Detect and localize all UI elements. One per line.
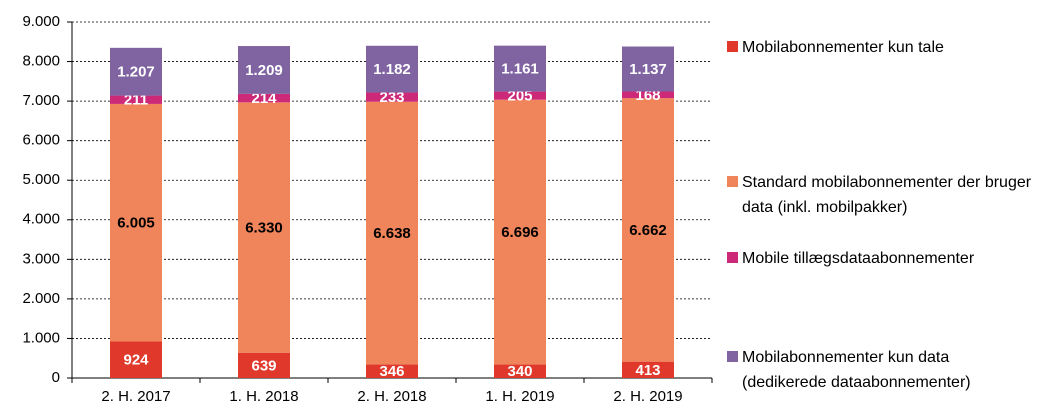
data-label: 1.207 (117, 64, 155, 81)
bar-segment (366, 92, 418, 102)
y-tick-label: 8.000 (22, 53, 60, 70)
data-label: 211 (124, 92, 148, 109)
y-tick-label: 4.000 (22, 211, 60, 228)
legend-swatch (727, 41, 738, 52)
y-tick-label: 6.000 (22, 132, 60, 149)
bar-segment (110, 341, 162, 378)
legend-item: Standard mobilabonnementer der bruger da… (727, 170, 1037, 220)
legend-label: Standard mobilabonnementer der bruger da… (742, 174, 1032, 216)
data-label: 1.182 (373, 61, 411, 78)
bar-segment (494, 45, 546, 92)
bar-segment (366, 364, 418, 378)
legend-item: Mobilabonnementer kun tale (727, 35, 1037, 60)
legend-label: Mobilabonnementer kun data (dedikerede d… (742, 349, 971, 391)
data-label: 340 (507, 363, 532, 380)
bar-segment (366, 45, 418, 93)
y-tick-label: 7.000 (22, 92, 60, 109)
y-tick-label: 1.000 (22, 329, 60, 346)
legend-swatch (727, 252, 738, 263)
data-label: 6.662 (629, 222, 667, 239)
bar-segment (494, 364, 546, 378)
bar-segment (494, 91, 546, 100)
legend-label: Mobile tillægsdataabonnementer (742, 250, 975, 267)
data-label: 346 (379, 363, 404, 380)
x-tick-label: 2. H. 2017 (101, 388, 170, 405)
data-label: 6.330 (245, 219, 283, 236)
data-label: 214 (251, 90, 277, 107)
y-tick-label: 3.000 (22, 250, 60, 267)
bar-segment (110, 95, 162, 104)
x-tick-label: 2. H. 2018 (357, 388, 426, 405)
data-label: 1.161 (501, 61, 539, 78)
data-label: 639 (251, 357, 276, 374)
data-label: 6.005 (117, 215, 155, 232)
legend-swatch (727, 351, 738, 362)
data-label: 1.137 (629, 61, 667, 78)
data-label: 6.696 (501, 224, 539, 241)
bar-segment (622, 98, 674, 362)
bar-segment (238, 46, 290, 94)
x-tick-label: 2. H. 2019 (613, 388, 682, 405)
y-tick-label: 9.000 (22, 13, 60, 30)
data-label: 205 (507, 88, 532, 105)
bar-segment (622, 361, 674, 378)
y-tick-label: 2.000 (22, 290, 60, 307)
data-label: 233 (379, 89, 404, 106)
data-label: 6.638 (373, 225, 411, 242)
legend-item: Mobile tillægsdataabonnementer (727, 246, 1037, 271)
y-tick-label: 0 (52, 369, 60, 386)
bar-segment (238, 352, 290, 378)
bar-segment (238, 102, 290, 353)
data-label: 924 (123, 352, 149, 369)
legend-item: Mobilabonnementer kun data (dedikerede d… (727, 345, 1037, 395)
legend-swatch (727, 176, 738, 187)
y-tick-label: 5.000 (22, 171, 60, 188)
bar-segment (110, 47, 162, 96)
x-tick-label: 1. H. 2019 (485, 388, 554, 405)
legend-label: Mobilabonnementer kun tale (742, 39, 944, 56)
bar-segment (622, 91, 674, 99)
bar-segment (494, 99, 546, 365)
data-label: 1.209 (245, 62, 283, 79)
bar-segment (622, 46, 674, 92)
bar-segment (238, 93, 290, 103)
x-tick-label: 1. H. 2018 (229, 388, 298, 405)
data-label: 413 (635, 362, 660, 379)
bar-segment (366, 101, 418, 365)
bar-segment (110, 103, 162, 342)
